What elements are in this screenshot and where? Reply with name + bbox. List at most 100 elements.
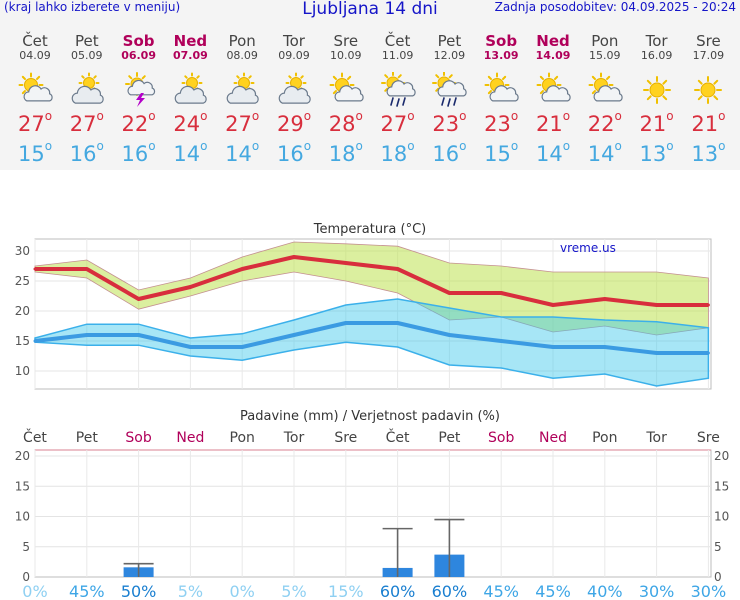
sun-cloud-icon bbox=[588, 72, 623, 102]
temperature-chart: 10 15 20 25 30 Temperatura (°C) vreme.us bbox=[15, 222, 712, 390]
y-tick-label-right: 20 bbox=[714, 449, 729, 463]
day-header: Čet 04.09 bbox=[9, 33, 61, 62]
precipitation-chart-title: Padavine (mm) / Verjetnost padavin (%) bbox=[240, 409, 500, 424]
day-name: Pet bbox=[74, 32, 99, 50]
precip-probability: 0% bbox=[22, 582, 47, 600]
day-date: 15.09 bbox=[589, 49, 621, 62]
y-tick-label: 25 bbox=[15, 274, 30, 288]
day-header: Tor 09.09 bbox=[268, 33, 320, 62]
x-tick-label: Ned bbox=[176, 430, 204, 446]
min-temp-point bbox=[137, 333, 141, 337]
day-date: 13.09 bbox=[483, 49, 519, 62]
x-tick-label: Sre bbox=[697, 430, 720, 446]
min-temp-line bbox=[34, 321, 709, 355]
watermark: vreme.us bbox=[560, 241, 616, 255]
day-date: 16.09 bbox=[640, 49, 673, 62]
y-tick-label: 10 bbox=[15, 364, 30, 378]
y-tick-label: 5 bbox=[22, 540, 30, 554]
max-temperature: 23o bbox=[484, 109, 519, 136]
day-header: Ned 07.09 bbox=[164, 33, 216, 62]
day-name: Ned bbox=[173, 32, 208, 50]
cloudy-sun-icon bbox=[175, 72, 208, 104]
max-temperature: 21o bbox=[639, 109, 674, 136]
day-date: 12.09 bbox=[433, 49, 466, 62]
max-temperature: 29o bbox=[276, 109, 312, 136]
min-temperature: 15o bbox=[484, 139, 519, 166]
y-tick-label-right: 10 bbox=[714, 510, 729, 524]
x-tick-label: Pet bbox=[76, 430, 99, 446]
max-temp-point bbox=[344, 261, 348, 265]
cloudy-sun-icon bbox=[71, 72, 104, 104]
max-temperature: 21o bbox=[691, 109, 726, 136]
precip-probability: 45% bbox=[69, 582, 105, 600]
precip-probability: 30% bbox=[639, 582, 675, 600]
min-temperature: 14o bbox=[535, 139, 571, 166]
min-temp-point bbox=[344, 321, 348, 325]
max-temp-point bbox=[33, 267, 37, 271]
precip-probability: 60% bbox=[380, 582, 416, 600]
precip-probability: 50% bbox=[121, 582, 157, 600]
day-name: Tor bbox=[283, 32, 305, 50]
day-date: 17.09 bbox=[692, 49, 725, 62]
precip-probability: 5% bbox=[281, 582, 306, 600]
x-tick-label: Tor bbox=[283, 430, 305, 446]
x-tick-label: Ned bbox=[539, 430, 567, 446]
day-header: Pon 08.09 bbox=[216, 33, 268, 62]
y-tick-label-right: 0 bbox=[714, 570, 722, 584]
max-temperature: 22o bbox=[587, 109, 622, 136]
x-tick-label: Tor bbox=[645, 430, 667, 446]
min-temp-point bbox=[499, 339, 503, 343]
max-temp-point bbox=[447, 291, 451, 295]
min-temp-point bbox=[447, 333, 451, 337]
min-temperature: 16o bbox=[432, 139, 467, 166]
day-header: Pon 15.09 bbox=[579, 33, 631, 62]
min-temperature: 16o bbox=[121, 139, 156, 166]
x-tick-label: Čet bbox=[23, 428, 47, 446]
sun-cloud-icon bbox=[18, 72, 53, 102]
y-tick-label-right: 15 bbox=[714, 479, 729, 493]
max-temp-point bbox=[85, 267, 89, 271]
max-temperature: 27o bbox=[225, 109, 260, 136]
day-name: Čet bbox=[384, 32, 411, 50]
cloudy-sun-icon bbox=[278, 72, 311, 104]
max-temp-point bbox=[706, 303, 710, 307]
day-date: 10.09 bbox=[330, 49, 362, 62]
y-tick-label: 20 bbox=[15, 304, 30, 318]
x-tick-label: Pon bbox=[592, 430, 617, 446]
day-name: Ned bbox=[536, 32, 570, 50]
day-header: Sre 17.09 bbox=[682, 33, 734, 62]
min-temp-point bbox=[603, 345, 607, 349]
max-temperature: 22o bbox=[121, 109, 156, 136]
precip-probability: 40% bbox=[587, 582, 623, 600]
rain-shower-icon bbox=[380, 72, 416, 107]
min-temp-point bbox=[188, 345, 192, 349]
cloudy-sun-icon bbox=[226, 72, 259, 104]
min-temp-point bbox=[33, 339, 37, 343]
max-temperature: 28o bbox=[328, 109, 363, 136]
min-temperature: 16o bbox=[69, 139, 104, 166]
precip-probability: 45% bbox=[483, 582, 519, 600]
max-temperature: 24o bbox=[173, 109, 208, 136]
day-header: Ned 14.09 bbox=[527, 33, 579, 62]
day-date: 08.09 bbox=[226, 49, 258, 62]
day-date: 07.09 bbox=[172, 49, 208, 62]
y-tick-label: 30 bbox=[15, 244, 30, 258]
y-tick-label: 10 bbox=[15, 510, 30, 524]
precip-probability: 45% bbox=[535, 582, 571, 600]
day-name: Tor bbox=[645, 32, 668, 50]
sun-cloud-icon bbox=[484, 72, 519, 102]
day-header: Tor 16.09 bbox=[631, 33, 683, 62]
min-temperature: 14o bbox=[225, 139, 260, 166]
max-temp-point bbox=[603, 297, 607, 301]
y-tick-label: 15 bbox=[15, 479, 30, 493]
day-name: Pon bbox=[591, 32, 619, 50]
day-date: 11.09 bbox=[381, 49, 414, 62]
min-temp-range-band bbox=[34, 298, 710, 387]
min-temperature: 15o bbox=[17, 139, 53, 166]
x-tick-label: Sre bbox=[334, 430, 357, 446]
min-temperature: 13o bbox=[691, 139, 726, 166]
day-date: 04.09 bbox=[19, 49, 51, 62]
min-temperature: 14o bbox=[587, 139, 622, 166]
day-header: Sre 10.09 bbox=[320, 33, 372, 62]
day-date: 09.09 bbox=[278, 49, 310, 62]
